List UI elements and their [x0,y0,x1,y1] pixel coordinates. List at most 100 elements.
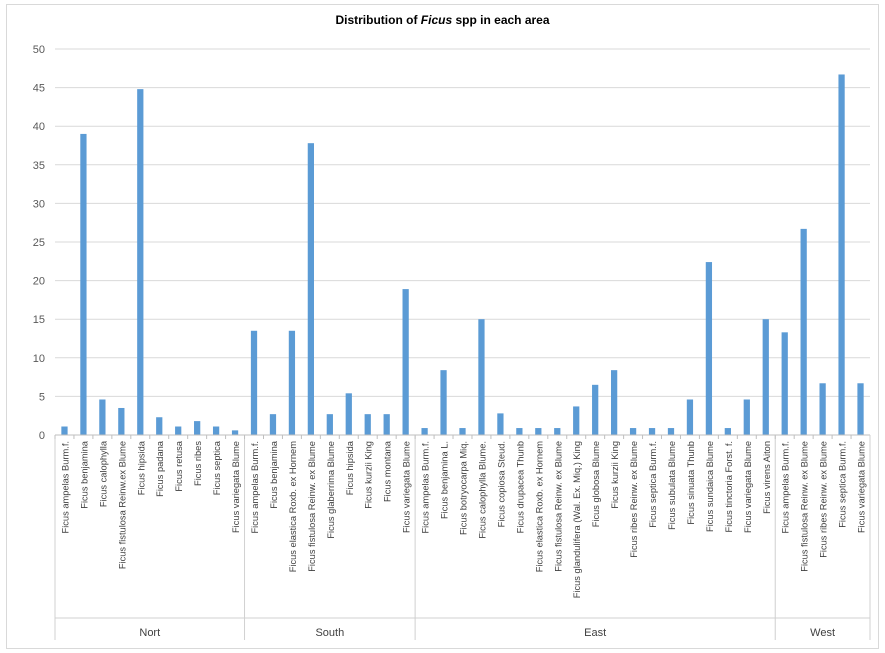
y-tick-label: 15 [33,314,45,326]
bar [800,228,807,435]
x-category-label: Ficus copiosa Steud. [496,441,506,527]
bar [648,428,656,435]
y-tick-label: 50 [33,44,45,56]
x-category-label: Ficus septica Burm.f. [648,441,658,528]
chart-title: Distribution of Ficus spp in each area [335,13,550,27]
bar [99,399,106,435]
bars [61,74,864,436]
x-category-label: Ficus ribes Reinw. ex Blume [819,441,829,558]
x-category-label: Ficus fistulosa Reinw.ex Blume [117,441,127,569]
bar [345,393,352,435]
bar [743,399,750,435]
bar [554,428,561,435]
x-category-label: Ficus kurzii King [364,441,374,509]
x-category-label: Ficus benjamina L. [440,441,450,519]
x-category-label: Ficus septica [212,440,222,495]
x-category-label: Ficus ampelas Burm.f. [781,441,791,533]
x-category-label: Ficus glaberrima Blume [326,441,336,539]
x-group-label: East [584,627,606,639]
x-category-label: Ficus variegata Blume [743,441,753,533]
bar [288,330,296,435]
x-category-label: Ficus globosa Blume [591,441,601,527]
bar [516,428,523,435]
y-tick-label: 0 [39,430,45,442]
x-category-label: Ficus ribes Reinw. ex Blume [629,441,639,558]
x-category-label: Ficus tinctoria Forst. f. [724,441,734,532]
y-tick-label: 40 [33,121,45,133]
y-tick-label: 25 [33,237,45,249]
bar [535,428,542,435]
y-tick-label: 35 [33,160,45,172]
x-axis-group-labels: Nort South East West [139,627,835,639]
x-category-label: Ficus ribes [193,441,203,486]
bar [724,428,731,435]
y-tick-label: 45 [33,83,45,95]
x-category-label: Ficus subulata Blume [667,441,677,530]
bar [383,414,390,435]
x-category-label: Ficus variegata Blume [857,441,867,533]
x-category-label: Ficus retusa [174,440,184,491]
x-axis-category-labels: Ficus ampelas Burm.f. Ficus benjamina Ficu… [60,440,866,598]
x-category-label: Ficus glandulifera (Wal. Ex. Miq.) King [572,441,582,598]
x-category-label: Ficus kurzii King [610,441,620,509]
x-category-label: Ficus elastica Roxb. ex Hornem [288,441,298,572]
bar [118,407,125,435]
x-category-label: Ficus sundaica Blume [705,441,715,532]
bar [137,89,144,436]
y-tick-label: 10 [33,353,45,365]
x-category-label: Ficus calophylla [98,440,108,507]
x-category-label: Ficus padana [155,440,165,497]
bar [80,133,87,436]
bar [250,330,258,435]
bar [156,417,163,435]
bar [611,370,618,435]
bar [212,426,220,435]
x-category-label: Ficus drupacea Thunb [515,441,525,533]
x-group-label: West [810,627,835,639]
bar [478,319,485,435]
x-category-label: Ficus septica Burm.f. [838,441,848,528]
x-category-label: Ficus benjamina [79,440,89,509]
x-category-label: Ficus hipsida [345,440,355,495]
bar [61,426,68,435]
x-category-label: Ficus montana [383,440,393,502]
bar [781,332,788,435]
x-category-label: Ficus fistulosa Reinw. ex Blume [800,441,810,572]
bar [592,384,599,435]
x-category-label: Ficus virens Aiton [762,441,772,514]
bar [857,383,864,435]
bar [819,383,826,435]
bar [326,414,333,435]
x-category-label: Ficus sinuata Thunb [686,441,696,525]
x-category-label: Ficus ampelas Burm.f. [250,441,260,533]
bar [497,413,504,435]
bar [686,399,694,435]
bar [573,406,580,435]
x-category-label: Ficus fistulosa Reinw. ex Blume [553,441,563,572]
bar [364,414,371,435]
bar [629,428,637,435]
chart-frame [6,4,879,649]
x-category-label: Ficus ampelas Burm.f. [421,441,431,533]
bar [194,421,201,435]
y-tick-label: 30 [33,198,45,210]
x-category-label: Ficus botryocarpa Miq. [459,441,469,535]
x-group-label: Nort [139,627,160,639]
bar [421,428,428,435]
gridlines [55,48,870,397]
bar [705,262,713,435]
bar [667,428,675,435]
y-tick-label: 20 [33,276,45,288]
bar [231,430,239,435]
bar [838,74,845,435]
bar [402,289,409,435]
x-category-label: Ficus calophylla Blume. [477,441,487,539]
x-category-label: Ficus hipsida [136,440,146,495]
x-category-label: Ficus variegata Blume [402,441,412,533]
x-category-label: Ficus fistulosa Reinw. ex Blume [307,441,317,572]
bar [175,426,182,435]
y-axis-tick-labels: 0 5 10 15 20 25 30 35 40 45 50 [33,44,45,442]
bar [307,143,314,435]
bar [762,319,769,435]
